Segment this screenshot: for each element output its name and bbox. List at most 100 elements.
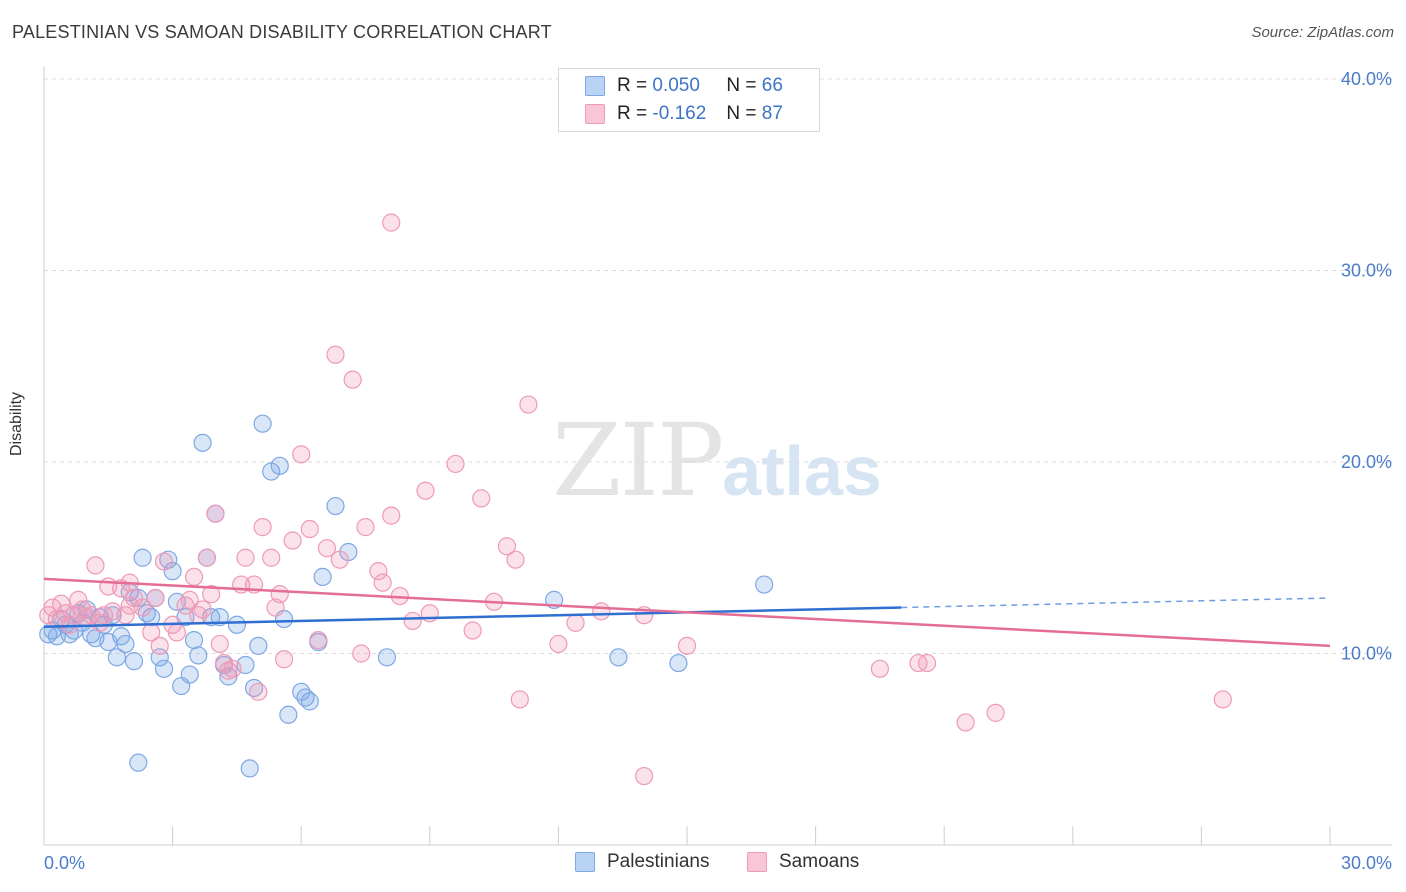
samoan-point — [150, 636, 169, 655]
palestinian-point — [227, 615, 246, 634]
palestinian-point — [129, 753, 148, 772]
palestinian-point — [184, 630, 204, 650]
samoan-point — [472, 489, 491, 508]
y-tick-label: 10.0% — [1341, 644, 1392, 664]
samoan-point — [463, 621, 482, 640]
x-tick-label: 0.0% — [44, 853, 85, 873]
samoan-point — [356, 518, 375, 537]
samoan-point — [369, 562, 388, 581]
samoan-point — [497, 537, 517, 556]
legend-n-value: 66 — [761, 75, 783, 96]
axes — [43, 66, 1392, 846]
samoan-point — [986, 703, 1005, 722]
samoan-point — [210, 634, 229, 654]
legend-r-label: R = — [617, 75, 648, 96]
y-tick-label: 20.0% — [1341, 452, 1392, 472]
palestinian-trend-extension — [901, 597, 1331, 609]
samoan-point — [635, 766, 654, 786]
bottom-legend-swatch-pink — [747, 852, 767, 872]
grid-lines — [44, 78, 1392, 654]
samoan-point — [99, 577, 118, 596]
samoan-point — [549, 634, 568, 654]
bottom-legend-label: Samoans — [779, 851, 860, 872]
samoan-point — [253, 518, 272, 537]
samoan-point — [184, 567, 204, 587]
samoan-point — [223, 659, 242, 678]
palestinian-point — [133, 548, 152, 567]
samoan-point — [917, 653, 937, 673]
samoan-point — [403, 611, 422, 631]
samoan-point — [292, 445, 311, 464]
legend-swatch-pink — [585, 104, 605, 124]
palestinian-point — [116, 634, 135, 654]
trend-lines — [43, 577, 1331, 648]
samoan-point — [510, 690, 529, 709]
samoan-point — [677, 636, 697, 655]
bottom-legend-palestinians: Palestinians — [575, 851, 709, 873]
samoan-point — [266, 598, 285, 617]
samoan-point — [69, 590, 88, 609]
samoan-point — [146, 588, 165, 608]
data-points — [39, 213, 1232, 786]
samoan-point — [446, 454, 465, 474]
samoan-point — [249, 682, 268, 701]
palestinian-point — [313, 567, 332, 587]
samoan-point — [330, 550, 349, 569]
samoan-point — [236, 548, 255, 567]
stats-legend: R = 0.050 N = 66 R = -0.162 N = 87 — [558, 68, 820, 132]
palestinian-point — [189, 646, 208, 665]
palestinian-point — [210, 608, 229, 627]
legend-swatch-blue — [585, 76, 605, 96]
palestinian-trend-line — [43, 606, 902, 628]
palestinian-point — [300, 692, 319, 711]
samoan-point — [300, 519, 319, 539]
palestinian-point — [270, 456, 289, 475]
samoan-point — [317, 539, 337, 558]
samoan-point — [309, 630, 328, 650]
palestinian-point — [180, 665, 199, 684]
samoan-point — [283, 531, 302, 550]
samoan-point — [956, 713, 975, 732]
palestinian-point — [107, 648, 126, 667]
samoan-point — [154, 552, 174, 571]
legend-row-palestinians: R = 0.050 N = 66 — [585, 73, 783, 99]
samoan-point — [86, 556, 105, 575]
palestinian-point — [124, 652, 144, 671]
palestinian-point — [669, 653, 688, 673]
samoan-point — [94, 606, 114, 625]
chart-title: PALESTINIAN VS SAMOAN DISABILITY CORRELA… — [12, 22, 552, 42]
source-label: Source: ZipAtlas.com — [1251, 24, 1394, 41]
y-tick-label: 30.0% — [1341, 261, 1392, 281]
palestinian-point — [609, 648, 628, 667]
samoan-point — [120, 596, 139, 615]
samoan-point — [274, 650, 294, 669]
samoan-point — [352, 644, 371, 663]
palestinian-point — [377, 648, 397, 667]
legend-row-samoans: R = -0.162 N = 87 — [585, 101, 783, 127]
samoan-point — [52, 594, 71, 613]
x-tick-label: 30.0% — [1341, 853, 1392, 873]
samoan-point — [566, 613, 585, 632]
palestinian-point — [326, 496, 345, 516]
y-tick-label: 40.0% — [1341, 69, 1392, 89]
samoan-point — [870, 659, 890, 678]
palestinian-point — [755, 575, 774, 594]
palestinian-point — [249, 636, 268, 655]
legend-r-label: R = — [617, 103, 648, 124]
bottom-legend-swatch-blue — [575, 852, 595, 872]
samoan-point — [202, 585, 221, 604]
samoan-point — [382, 213, 401, 232]
samoan-point — [343, 370, 362, 389]
samoan-point — [592, 602, 611, 621]
samoan-point — [197, 548, 216, 567]
legend-n-value: 87 — [761, 103, 783, 124]
samoan-point — [270, 585, 289, 604]
samoan-point — [326, 345, 345, 364]
samoan-point — [519, 395, 538, 414]
bottom-legend-samoans: Samoans — [747, 851, 859, 873]
samoan-point — [189, 606, 208, 625]
samoan-point — [373, 573, 392, 592]
samoan-point — [167, 623, 186, 642]
palestinian-point — [253, 414, 272, 433]
